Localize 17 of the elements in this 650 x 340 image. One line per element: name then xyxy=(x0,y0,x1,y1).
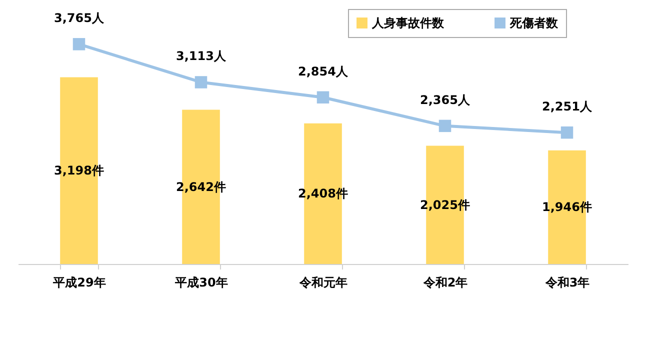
data-label: 2,251人 xyxy=(542,100,593,114)
point xyxy=(560,126,574,139)
point xyxy=(438,120,452,132)
data-label: 3,765人 xyxy=(54,11,105,26)
x-tick-label: 平成30年 xyxy=(174,276,228,290)
data-label: 3,113人 xyxy=(176,49,227,64)
legend-label: 死傷者数 xyxy=(509,16,559,30)
x-tick-label: 令和2年 xyxy=(422,276,468,290)
point xyxy=(316,91,330,104)
x-tick-label: 令和元年 xyxy=(298,276,348,290)
data-label: 2,854人 xyxy=(298,64,349,78)
point xyxy=(194,76,208,88)
data-label: 2,365人 xyxy=(420,92,471,107)
point xyxy=(72,38,86,50)
x-tick-label: 平成29年 xyxy=(52,276,106,290)
legend-label: 人身事故件数 xyxy=(371,16,445,30)
x-tick-label: 令和3年 xyxy=(544,276,590,290)
